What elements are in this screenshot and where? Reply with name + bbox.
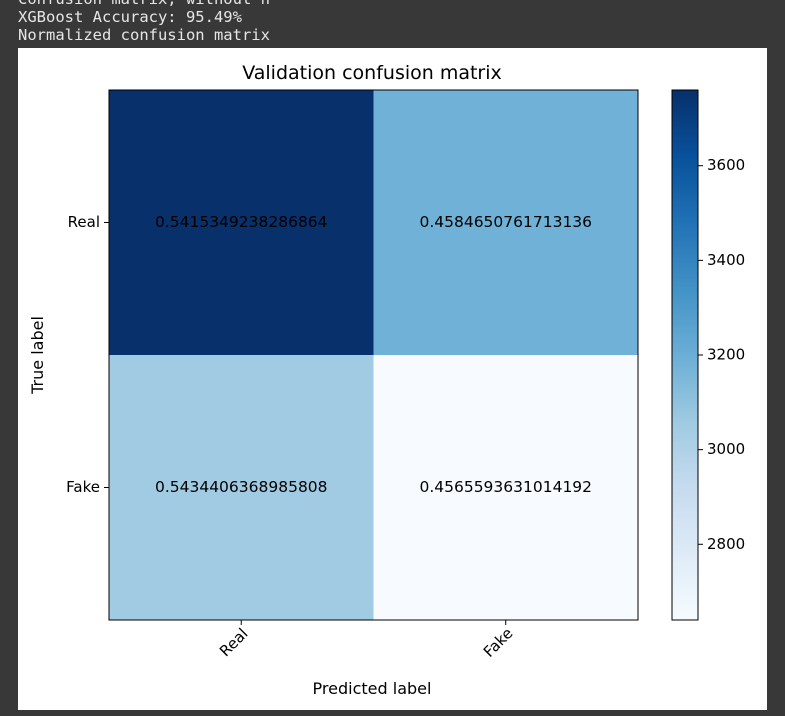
colorbar <box>671 89 699 621</box>
x-tick-label: Fake <box>480 624 517 661</box>
matrix-cell <box>109 90 374 356</box>
colorbar-tick-label: 3400 <box>707 251 745 269</box>
colorbar-tick-label: 3000 <box>707 440 745 458</box>
y-axis-label: True label <box>28 316 47 395</box>
accuracy-line: XGBoost Accuracy: 95.49% <box>18 8 242 26</box>
matrix-cell <box>373 90 639 356</box>
y-tick-label: Fake <box>66 478 100 496</box>
matrix-cell <box>109 355 374 621</box>
y-tick-label: Real <box>68 213 100 231</box>
matrix-cell <box>373 355 639 621</box>
chart-figure: Validation confusion matrix 0.5415349238… <box>18 48 767 710</box>
cell-value-label: 0.5434406368985808 <box>155 478 328 496</box>
cell-value-label: 0.4565593631014192 <box>419 478 592 496</box>
console-output: Confusion matrix, without normalization … <box>18 0 270 44</box>
colorbar-tick-label: 2800 <box>707 535 745 553</box>
normalized-matrix-line: Normalized confusion matrix <box>18 26 270 44</box>
console-cut-line: Confusion matrix, without normalization <box>18 0 270 8</box>
x-tick-label: Real <box>216 625 252 661</box>
confusion-matrix-chart: Validation confusion matrix 0.5415349238… <box>28 62 745 698</box>
cell-value-label: 0.4584650761713136 <box>419 213 592 231</box>
x-axis-label: Predicted label <box>313 679 432 698</box>
colorbar-tick-label: 3600 <box>707 156 745 174</box>
cell-value-label: 0.5415349238286864 <box>155 213 328 231</box>
chart-title: Validation confusion matrix <box>242 62 502 84</box>
colorbar-tick-label: 3200 <box>707 346 745 364</box>
plot-frame <box>108 89 639 621</box>
